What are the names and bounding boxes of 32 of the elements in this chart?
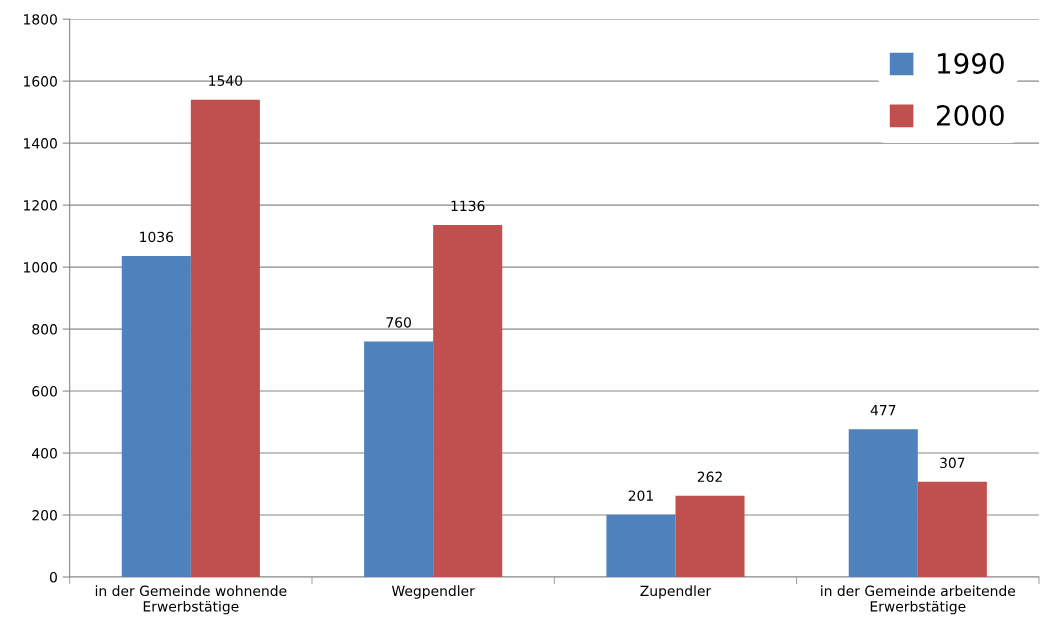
data-label: 1036 <box>140 231 174 243</box>
bar <box>190 99 260 578</box>
data-label: 307 <box>940 457 965 469</box>
legend-label: 2000 <box>936 104 1004 126</box>
y-tick-label: 1600 <box>24 76 57 87</box>
y-tick-label: 1800 <box>24 14 57 25</box>
x-tick-label: Wegpendler <box>391 585 475 599</box>
y-tick-label: 0 <box>49 571 57 583</box>
x-tick-label: in der Gemeinde wohnende Erwerbstätige <box>95 585 287 615</box>
y-tick-label: 1000 <box>24 262 57 273</box>
bar <box>675 495 745 578</box>
data-label: 262 <box>697 471 722 483</box>
x-tick-label: Zupendler <box>640 585 712 599</box>
data-label: 1540 <box>209 75 243 86</box>
data-label: 201 <box>628 490 653 501</box>
data-label: 477 <box>870 405 896 416</box>
bar <box>121 255 191 578</box>
bar <box>433 224 503 578</box>
y-tick-label: 800 <box>32 324 57 335</box>
y-tick-label: 200 <box>32 510 57 521</box>
bar <box>606 514 676 578</box>
data-label: 1136 <box>451 200 485 212</box>
bar <box>917 481 987 578</box>
y-tick-label: 1400 <box>24 138 57 149</box>
legend-label: 1990 <box>937 52 1004 75</box>
y-tick-label: 1200 <box>24 200 57 211</box>
y-tick-label: 600 <box>32 386 57 397</box>
data-label: 760 <box>386 317 411 328</box>
bar <box>848 429 918 578</box>
y-tick-label: 400 <box>32 448 57 459</box>
bar <box>364 341 434 578</box>
x-tick-label: in der Gemeinde arbeitende Erwerbstätige <box>821 585 1016 615</box>
